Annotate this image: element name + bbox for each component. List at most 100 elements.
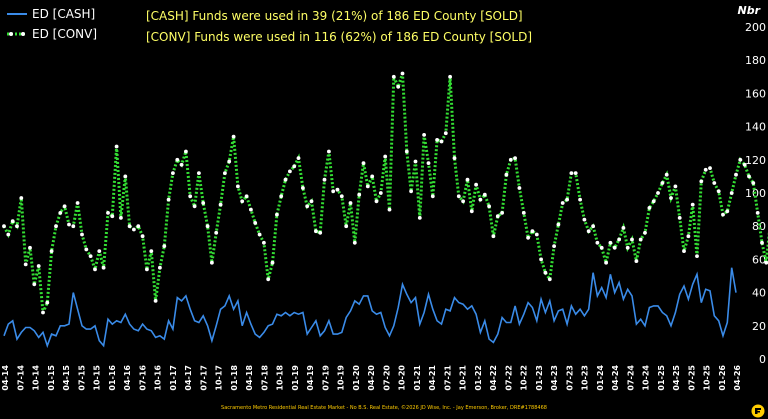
conv-point [136, 224, 141, 229]
conv-point [660, 181, 665, 185]
conv-point [262, 240, 266, 245]
conv-point [279, 194, 284, 199]
conv-point [461, 199, 465, 204]
conv-point [6, 232, 11, 237]
conv-point [469, 209, 474, 214]
conv-point [344, 224, 349, 229]
conv-point [643, 230, 647, 235]
conv-point [625, 245, 630, 250]
conv-point [318, 230, 323, 235]
conv-point [80, 232, 84, 237]
x-tick-label: 10-18 [276, 365, 285, 391]
conv-point [578, 197, 582, 202]
conv-point [71, 224, 76, 229]
conv-point [474, 182, 478, 187]
x-tick-label: 07-20 [382, 365, 391, 391]
conv-point [708, 166, 712, 171]
conv-point [23, 262, 28, 267]
conv-point [257, 232, 262, 237]
conv-point [327, 149, 331, 154]
x-tick-label: 04-25 [672, 365, 681, 391]
x-tick-label: 10-23 [581, 365, 590, 391]
conv-point [132, 227, 136, 232]
conv-point [322, 177, 327, 182]
conv-point [383, 154, 388, 159]
conv-point [656, 191, 660, 195]
y-tick-label: 60 [752, 253, 766, 266]
conv-point [612, 245, 617, 250]
x-tick-label: 07-15 [77, 365, 86, 391]
conv-point [296, 156, 301, 161]
conv-point [426, 161, 431, 166]
conv-point [677, 216, 682, 220]
conv-point [734, 172, 738, 177]
conv-point [158, 265, 162, 270]
conv-point [188, 194, 193, 199]
x-tick-label: 07-23 [565, 365, 574, 391]
conv-point [595, 240, 600, 245]
conv-point [716, 189, 721, 194]
conv-point [599, 245, 604, 250]
conv-point [439, 139, 444, 144]
conv-point [721, 212, 725, 217]
x-tick-label: 04-17 [184, 365, 193, 391]
x-tick-label: 04-14 [1, 365, 10, 391]
conv-point [621, 226, 626, 230]
conv-point [84, 247, 89, 252]
conv-point [560, 201, 565, 205]
conv-point [249, 207, 253, 212]
x-tick-label: 04-15 [62, 365, 71, 391]
conv-point [682, 249, 686, 254]
conv-point [742, 162, 747, 167]
x-tick-label: 10-16 [154, 365, 163, 391]
conv-point [28, 245, 32, 250]
conv-line-swatch-icon [7, 32, 27, 36]
x-tick-label: 01-22 [474, 365, 483, 391]
conv-point [236, 184, 240, 189]
conv-point [669, 196, 673, 200]
x-tick-label: 10-17 [215, 365, 224, 391]
legend-label-conv: ED [CONV] [32, 27, 98, 41]
x-tick-label: 01-23 [535, 365, 544, 391]
conv-point [690, 202, 695, 207]
conv-point [703, 167, 708, 172]
conv-point [504, 172, 509, 177]
legend: ED [CASH] ED [CONV] [6, 4, 97, 44]
conv-point [41, 310, 45, 315]
conv-point [145, 267, 149, 272]
x-tick-label: 01-25 [657, 365, 666, 391]
conv-point [712, 181, 717, 185]
conv-point [305, 204, 310, 209]
conv-point [114, 144, 119, 149]
conv-point [205, 224, 210, 229]
conv-point [517, 186, 522, 190]
conv-point [448, 74, 452, 79]
conv-point [348, 201, 353, 205]
conv-point [119, 216, 123, 220]
x-tick-label: 01-19 [291, 365, 300, 391]
y-tick-label: 180 [745, 54, 766, 67]
legend-label-cash: ED [CASH] [32, 7, 96, 21]
conv-point [465, 177, 470, 182]
conv-note: [CONV] Funds were used in 116 (62%) of 1… [146, 30, 533, 44]
x-tick-label: 04-18 [245, 365, 254, 391]
conv-point [365, 184, 370, 189]
x-tick-label: 10-25 [703, 365, 712, 391]
x-tick-label: 04-16 [123, 365, 132, 391]
x-tick-label: 07-24 [626, 365, 635, 391]
conv-point [244, 194, 249, 199]
conv-point [10, 219, 15, 224]
conv-point [508, 157, 513, 162]
conv-point [314, 229, 318, 234]
conv-point [591, 224, 595, 229]
conv-point [491, 234, 496, 239]
x-tick-label: 10-24 [642, 365, 651, 391]
conv-point [231, 134, 236, 139]
conv-point [729, 191, 734, 195]
conv-point [565, 197, 569, 202]
conv-point [664, 172, 669, 177]
conv-point [270, 260, 275, 265]
x-tick-label: 07-25 [687, 365, 696, 391]
conv-point [430, 194, 435, 199]
